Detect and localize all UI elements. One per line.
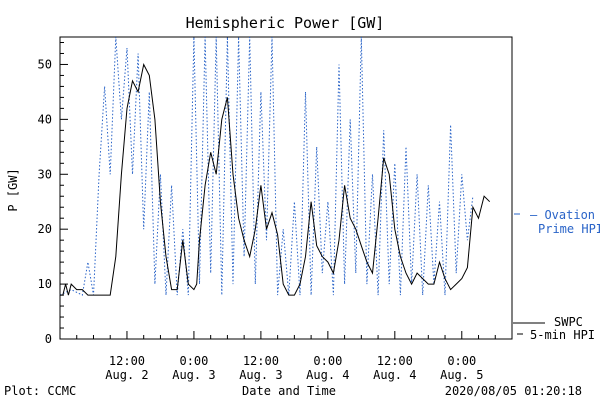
y-tick-label-50: 50 xyxy=(38,57,52,71)
x-tick-time-4: 12:00 xyxy=(377,354,413,368)
x-tick-date-3: Aug. 4 xyxy=(306,368,349,382)
x-tick-time-0: 12:00 xyxy=(109,354,145,368)
y-tick-label-0: 0 xyxy=(45,332,52,346)
series-line-0 xyxy=(59,36,474,296)
plot-frame xyxy=(59,36,513,340)
y-axis-ticks: 0 10 20 30 40 50 xyxy=(38,41,68,346)
series-line-1 xyxy=(60,63,491,296)
x-tick-time-3: 0:00 xyxy=(313,354,342,368)
y-tick-label-20: 20 xyxy=(38,222,52,236)
x-tick-time-2: 12:00 xyxy=(243,354,279,368)
x-tick-date-5: Aug. 5 xyxy=(440,368,483,382)
y-tick-label-30: 30 xyxy=(38,167,52,181)
legend-swpc-line2: 5-min HPI xyxy=(530,328,595,342)
x-tick-date-2: Aug. 3 xyxy=(239,368,282,382)
y-tick-label-40: 40 xyxy=(38,112,52,126)
legend-ovation-line2: Prime HPI xyxy=(538,222,600,236)
x-tick-time-1: 0:00 xyxy=(179,354,208,368)
x-tick-date-0: Aug. 2 xyxy=(105,368,148,382)
x-tick-time-5: 0:00 xyxy=(447,354,476,368)
chart-title: Hemispheric Power [GW] xyxy=(186,14,385,32)
series-layer xyxy=(59,36,491,296)
legend-swpc-line1: SWPC xyxy=(554,315,583,329)
plot-timestamp: 2020/08/05 01:20:18 xyxy=(445,384,582,398)
y-axis-label: P [GW] xyxy=(6,168,20,211)
x-tick-date-1: Aug. 3 xyxy=(172,368,215,382)
x-axis-label: Date and Time xyxy=(242,384,336,398)
plot-credit: Plot: CCMC xyxy=(4,384,76,398)
y-tick-label-10: 10 xyxy=(38,277,52,291)
x-tick-date-4: Aug. 4 xyxy=(373,368,416,382)
legend-ovation-line1: — Ovation xyxy=(530,208,595,222)
